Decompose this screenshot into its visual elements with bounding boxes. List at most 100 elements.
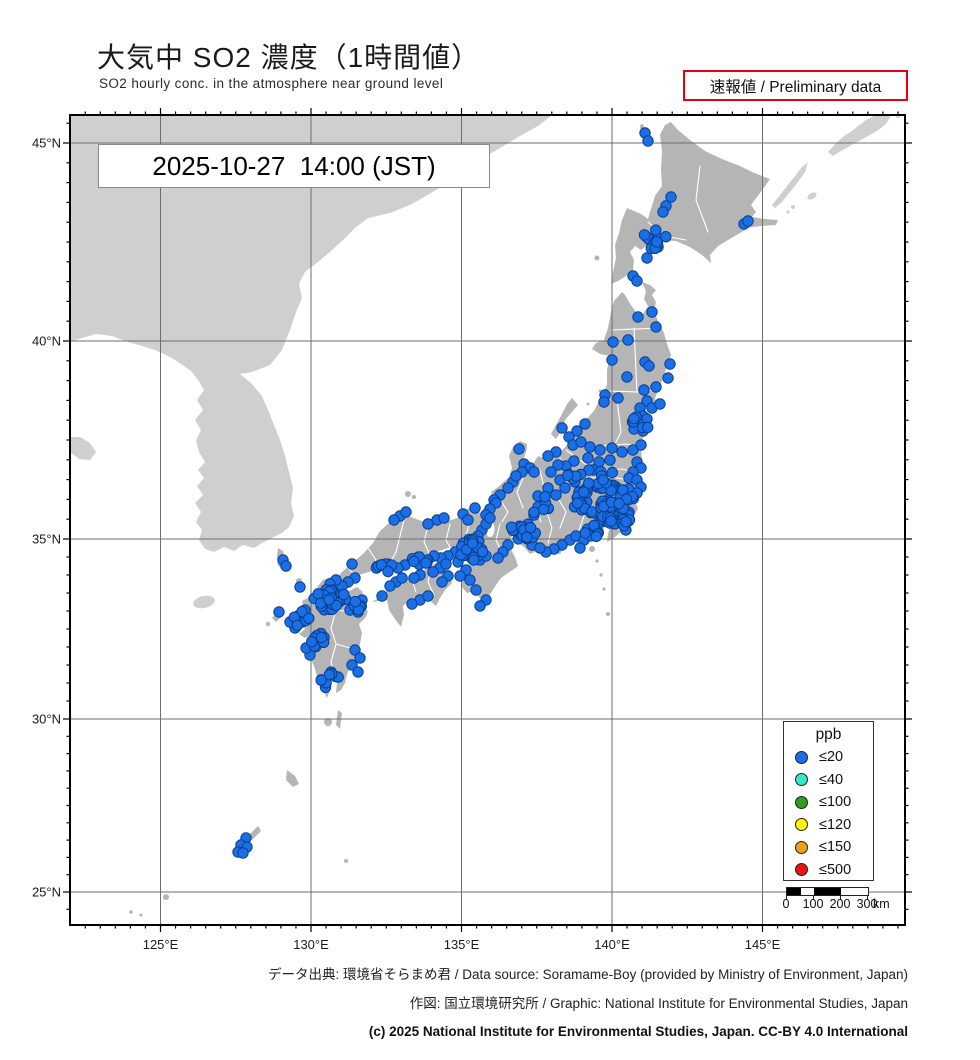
station-dot [641, 252, 653, 264]
station-dot [620, 516, 632, 528]
station-dot [521, 531, 533, 543]
station-dot [539, 491, 551, 503]
station-dot [427, 566, 439, 578]
legend-title: ppb [815, 726, 842, 743]
station-dot [657, 206, 669, 218]
station-dot [338, 588, 350, 601]
station-dot [315, 674, 327, 686]
station-dot [312, 588, 324, 600]
scale-bar-segment [814, 888, 841, 895]
scale-bar-tick [786, 895, 787, 900]
station-dot [628, 412, 640, 425]
station-dot [462, 514, 474, 526]
legend-swatch-icon [795, 840, 808, 854]
station-dot [422, 518, 434, 530]
station-dot [440, 558, 452, 570]
legend-item-label: ≤150 [819, 839, 852, 856]
station-dot [612, 392, 624, 404]
foreign-land [70, 115, 900, 609]
station-dot [352, 666, 364, 678]
station-dot [586, 506, 598, 518]
station-dot [470, 584, 482, 596]
station-dot [579, 527, 591, 539]
legend-swatch-icon [795, 863, 808, 877]
station-dot [420, 557, 432, 569]
lon-tick-label: 140°E [594, 937, 630, 952]
station-dot [638, 384, 650, 396]
station-dot [296, 605, 308, 618]
station-dot [323, 594, 335, 606]
station-dot [650, 321, 662, 333]
map-frame [69, 114, 906, 926]
scale-bar-tick [813, 895, 814, 900]
station-dot [542, 450, 554, 462]
station-dot [662, 372, 674, 384]
legend-item: ≤100 [784, 791, 873, 814]
station-dot [291, 619, 303, 632]
station-dot [513, 443, 525, 455]
station-dot [594, 444, 606, 456]
legend-item-label: ≤120 [819, 816, 852, 833]
axis-labels: 45°N 40°N 35°N 30°N 25°N 125°E 130°E 135°E 140°E… [32, 136, 781, 953]
station-dot [660, 231, 672, 243]
legend-item-label: ≤40 [819, 771, 844, 788]
legend-item-label: ≤100 [819, 794, 852, 811]
legend-swatch-icon [795, 818, 808, 832]
station-dot [598, 396, 610, 408]
page-subtitle: SO2 hourly conc. in the atmosphere near … [99, 76, 444, 91]
station-dot [571, 425, 583, 437]
station-dot [571, 497, 584, 509]
stations-layer [232, 127, 754, 859]
station-dot [559, 482, 571, 494]
legend-item-label: ≤20 [819, 749, 844, 766]
station-dot [622, 334, 634, 346]
station-dot [382, 565, 394, 578]
scale-bar-tick [840, 895, 841, 900]
station-dot [550, 489, 562, 501]
station-dot [642, 135, 654, 147]
station-dot [627, 444, 639, 456]
station-dot [584, 441, 596, 453]
station-dot [376, 590, 388, 602]
station-dot [492, 552, 504, 564]
station-dot [354, 652, 366, 664]
page-title: 大気中 SO2 濃度（1時間値） [97, 42, 481, 73]
legend-swatch-icon [795, 795, 808, 809]
lon-tick-label: 145°E [745, 937, 781, 952]
lon-tick-label: 130°E [293, 937, 329, 952]
footer-copyright: (c) 2025 National Institute for Environm… [368, 1024, 908, 1039]
station-dot [400, 506, 412, 518]
legend-item: ≤150 [784, 836, 873, 859]
station-dot [605, 515, 617, 527]
station-dot [606, 466, 618, 479]
station-dot [632, 311, 644, 323]
station-dot [408, 555, 420, 568]
scale-bar-segment [800, 888, 814, 895]
footer-graphic-credit: 作図: 国立環境研究所 / Graphic: National Institut… [409, 996, 908, 1011]
scale-bar-segment [787, 888, 801, 895]
station-dot [606, 442, 618, 454]
station-dot [638, 229, 651, 241]
scale-bar-label: 200 [829, 897, 851, 911]
station-dot [597, 474, 609, 486]
station-dot [534, 542, 546, 554]
station-dot [476, 546, 489, 558]
station-dot [484, 512, 496, 524]
station-dot [650, 381, 662, 393]
station-dot [388, 514, 400, 526]
scale-bar-unit: km [873, 897, 890, 911]
scale-bar-label: 0 [782, 897, 790, 911]
station-dot [280, 560, 292, 572]
station-dot [606, 354, 618, 366]
station-dot [469, 502, 481, 514]
station-dot [742, 215, 754, 227]
scale-bar-segment [841, 888, 868, 895]
scale-bar-tick [867, 895, 868, 900]
station-dot [303, 612, 315, 624]
station-dot [406, 598, 418, 610]
scale-bar-label: 100 [802, 897, 824, 911]
legend-swatch-icon [795, 750, 808, 764]
station-dot [621, 371, 633, 383]
station-dot [574, 542, 586, 554]
